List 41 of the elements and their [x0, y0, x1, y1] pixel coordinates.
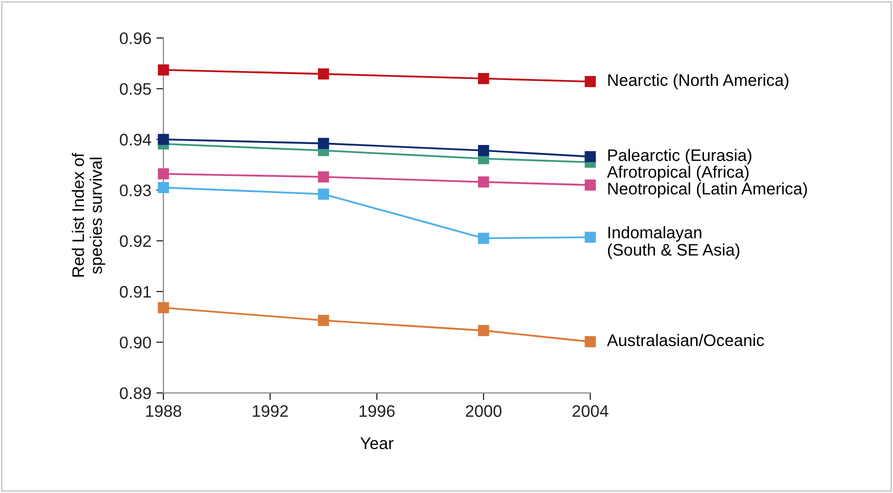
point	[584, 179, 596, 191]
series-label: Nearctic (North America)	[608, 74, 788, 90]
x-axis-title: Year	[360, 438, 394, 450]
point	[318, 68, 330, 80]
point	[478, 324, 490, 336]
y-tick-label: 0.93	[120, 184, 151, 196]
point	[318, 138, 330, 149]
x-tick-label: 1992	[252, 405, 288, 417]
y-axis-title: Red List Index of species survival	[72, 152, 106, 277]
y-tick-label: 0.94	[120, 134, 152, 146]
x-tick-label: 2000	[466, 405, 502, 417]
point	[478, 232, 490, 244]
series-label: Australasian/Oceanic	[606, 334, 764, 346]
y-tick-label: 0.91	[120, 286, 151, 298]
point	[318, 171, 330, 182]
y-tick-label: 0.95	[120, 83, 151, 95]
y-tick-label: 0.89	[120, 387, 151, 400]
point	[158, 134, 169, 145]
point	[584, 336, 596, 348]
point	[318, 188, 330, 200]
point	[158, 64, 169, 76]
series-label: Palearctic (Eurasia)	[608, 148, 752, 164]
point	[584, 151, 596, 162]
series-label: Afrotropical (Africa)	[606, 166, 749, 182]
point	[584, 232, 596, 243]
point	[584, 76, 596, 88]
point	[158, 302, 169, 314]
x-tick-label: 2004	[572, 405, 608, 417]
point	[478, 176, 490, 188]
point	[158, 168, 169, 180]
series-label: Indomalayan (South & SE Asia)	[608, 226, 740, 260]
y-tick-label: 0.96	[120, 32, 151, 44]
y-tick-label: 0.90	[120, 336, 151, 348]
point	[478, 72, 490, 84]
point	[318, 314, 330, 326]
series-label: Neotropical (Latin America)	[608, 182, 807, 198]
y-tick-label: 0.92	[120, 235, 151, 247]
x-tick-label: 1988	[146, 405, 182, 417]
point	[158, 182, 169, 194]
x-tick-label: 1996	[360, 405, 395, 417]
point	[478, 144, 490, 156]
